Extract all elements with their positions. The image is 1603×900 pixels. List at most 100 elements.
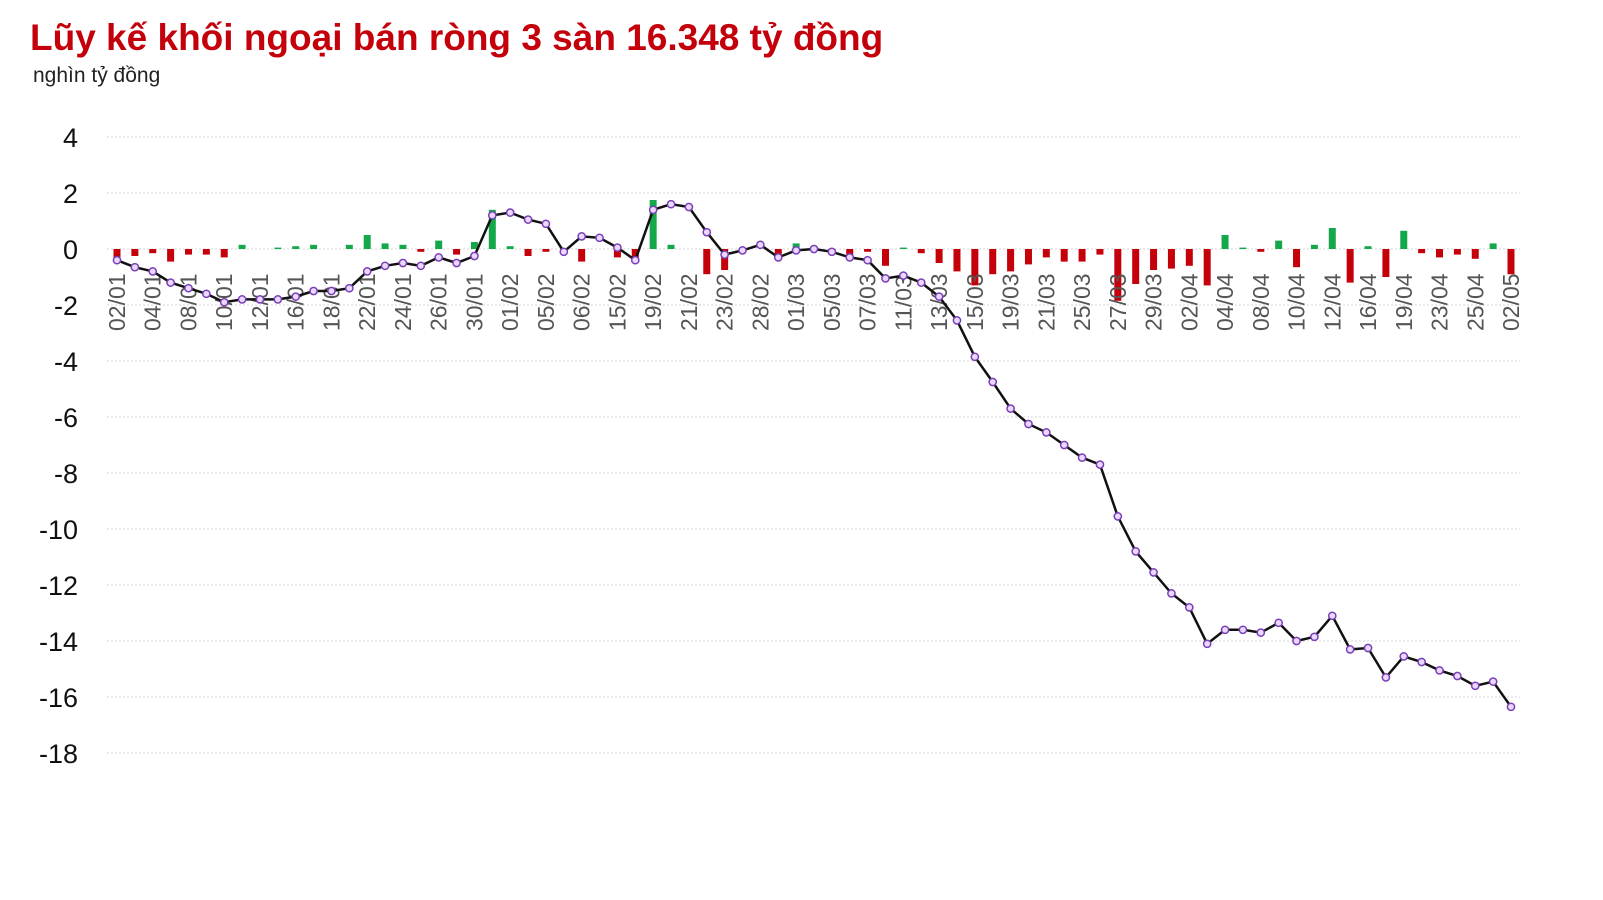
line-marker (184, 283, 193, 293)
bar (149, 249, 157, 254)
line-marker (398, 258, 408, 268)
x-tick-label: 24/01 (390, 273, 416, 331)
line-marker (1417, 657, 1426, 667)
bar (184, 249, 192, 255)
line-marker (1113, 512, 1123, 521)
line-marker (1202, 639, 1212, 649)
line-marker (1345, 645, 1355, 654)
x-tick-label: 02/04 (1176, 273, 1202, 331)
line-marker (273, 295, 283, 304)
y-tick-label: -6 (54, 403, 78, 433)
line-marker (756, 240, 765, 250)
y-tick-label: -4 (54, 347, 78, 377)
bar (381, 243, 389, 249)
x-tick-label: 05/03 (819, 273, 845, 331)
x-tick-label: 25/03 (1069, 273, 1095, 331)
bar (667, 244, 675, 249)
x-tick-label: 16/01 (283, 273, 309, 331)
bar (1471, 249, 1479, 259)
bar (935, 249, 943, 263)
x-tick-label: 16/04 (1355, 273, 1381, 331)
bar (238, 244, 246, 249)
line-marker (1470, 681, 1480, 691)
bar (1346, 249, 1354, 283)
x-tick-label: 13/03 (926, 273, 952, 331)
line-marker (845, 253, 855, 262)
line-marker (202, 289, 211, 299)
bar (578, 249, 586, 262)
y-tick-label: -14 (39, 627, 78, 657)
line-marker (452, 258, 461, 268)
line-marker (1327, 611, 1337, 621)
y-tick-label: -16 (39, 683, 78, 713)
bar (1382, 249, 1390, 277)
line-marker (970, 352, 980, 362)
line-marker (416, 261, 426, 271)
line-marker (809, 244, 819, 254)
line-marker (1149, 568, 1158, 577)
line-marker (523, 215, 533, 224)
line-marker (1041, 428, 1051, 437)
bar (470, 242, 478, 249)
bar (345, 244, 353, 249)
bar (1400, 230, 1408, 249)
y-tick-label: 2 (63, 179, 78, 209)
bar (1024, 249, 1032, 265)
bar (1257, 249, 1265, 252)
x-tick-label: 22/01 (354, 273, 380, 331)
x-tick-label: 08/04 (1248, 273, 1274, 331)
line-marker (666, 199, 676, 209)
bar (631, 249, 639, 259)
x-tick-label: 15/02 (604, 273, 630, 331)
line-marker (827, 247, 837, 257)
line-marker (1238, 625, 1248, 635)
y-tick-label: 4 (63, 123, 78, 153)
line-marker (702, 227, 712, 237)
line-marker (773, 253, 783, 262)
chart-title: Lũy kế khối ngoại bán ròng 3 sàn 16.348 … (30, 17, 883, 58)
bar (220, 249, 228, 258)
bar (1150, 249, 1158, 270)
bar (1221, 235, 1229, 249)
bar (292, 246, 300, 249)
line-marker (791, 246, 801, 255)
bar (417, 249, 425, 252)
line-marker (1399, 652, 1409, 661)
line-marker (434, 253, 444, 262)
line-marker (684, 202, 694, 212)
x-tick-label: 04/04 (1212, 273, 1238, 331)
bar (113, 249, 121, 261)
line-marker (1220, 625, 1230, 635)
x-tick-label: 11/03 (890, 275, 916, 331)
bar (399, 244, 407, 249)
line-marker (738, 246, 747, 255)
x-tick-label: 15/03 (962, 273, 988, 331)
x-tick-label: 27/03 (1105, 273, 1131, 331)
bar (1007, 249, 1015, 272)
bar (435, 240, 443, 249)
x-tick-label: 12/04 (1319, 273, 1345, 331)
line-marker (720, 250, 729, 259)
bar (1453, 249, 1461, 255)
bar (1185, 249, 1193, 266)
bar (1293, 249, 1301, 268)
bar (774, 249, 782, 255)
bar (989, 249, 997, 275)
line-marker (148, 267, 158, 276)
bar (917, 249, 925, 254)
line-marker (630, 255, 640, 265)
bar (721, 249, 729, 270)
bar (971, 249, 979, 286)
bar (1310, 244, 1318, 249)
x-tick-label: 01/03 (783, 273, 809, 331)
line-marker (219, 297, 229, 307)
bar (1328, 228, 1336, 249)
line-marker (1453, 671, 1462, 681)
x-tick-label: 06/02 (569, 273, 595, 331)
line-marker (595, 233, 604, 243)
x-tick-label: 23/02 (712, 273, 738, 331)
bar (1239, 247, 1247, 249)
line-marker (112, 255, 122, 265)
line-marker (899, 271, 908, 280)
x-tick-label: 19/03 (998, 273, 1024, 331)
